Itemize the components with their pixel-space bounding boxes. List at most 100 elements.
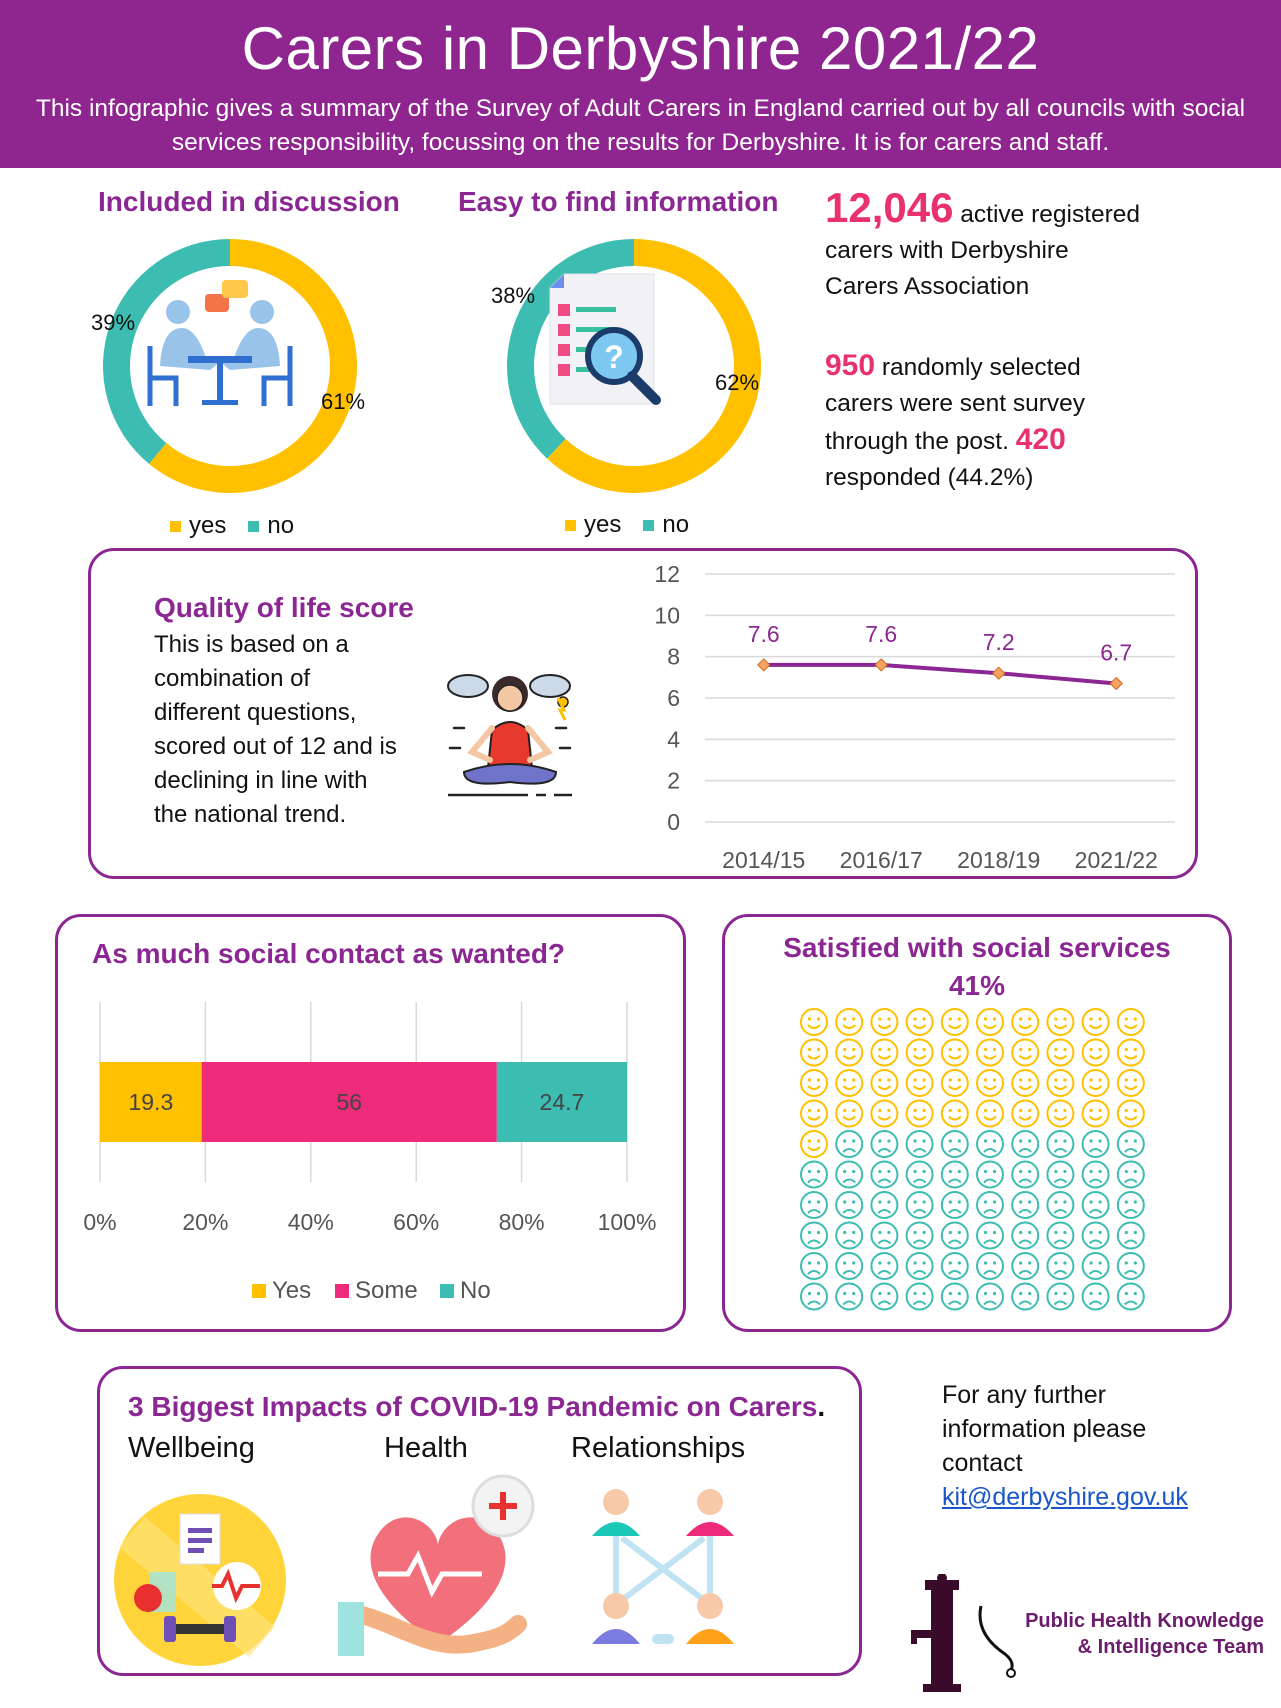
smiley-face-icon	[835, 1038, 864, 1067]
sad-face-icon	[1011, 1130, 1040, 1158]
team-logo-text: Public Health Knowledge & Intelligence T…	[1012, 1608, 1264, 1660]
quality-description-line: the national trend.	[154, 801, 347, 828]
smiley-face-icon	[835, 1008, 864, 1036]
smiley-face-icon	[870, 1099, 899, 1128]
sad-face-icon	[976, 1282, 1004, 1311]
quality-line-chart: 0 2 4 6 8 10 12 2014/15 2016/17 2018/19 2021/22 7.6…	[654, 561, 1175, 873]
sad-face-icon	[940, 1130, 969, 1158]
satisfied-percent: 41%	[948, 970, 1006, 1001]
x-tick-label: 2014/15	[722, 847, 805, 873]
quality-description-line: declining in line with	[154, 767, 368, 794]
sad-face-icon	[976, 1252, 1004, 1280]
pump-logo-icon	[911, 1574, 1016, 1692]
data-label: 7.6	[865, 621, 897, 647]
donut-data-label: 38%	[491, 283, 535, 308]
x-tick-label: 0%	[83, 1209, 116, 1235]
sad-face-icon	[835, 1160, 864, 1189]
donut-data-label: 61%	[321, 389, 365, 414]
sad-face-icon	[835, 1191, 864, 1219]
covid-title-text: 3 Biggest Impacts of COVID-19 Pandemic o…	[128, 1391, 818, 1422]
sad-face-icon	[800, 1282, 828, 1311]
data-point	[874, 658, 888, 672]
sad-face-icon	[1081, 1221, 1110, 1250]
smiley-face-icon	[800, 1008, 828, 1036]
data-label: 7.6	[748, 621, 780, 647]
page-title: Carers in Derbyshire 2021/22	[241, 15, 1040, 82]
responded-number: 420	[1015, 423, 1066, 456]
sent-text-3: through the post.	[825, 428, 1009, 455]
contact-line-2: information please	[942, 1415, 1147, 1443]
sad-face-icon	[1046, 1191, 1075, 1219]
sad-face-icon	[976, 1191, 1004, 1219]
smiley-face-icon	[905, 1038, 934, 1067]
quality-title: Quality of life score	[154, 592, 414, 623]
x-tick-label: 80%	[499, 1209, 545, 1235]
smiley-face-icon	[800, 1038, 828, 1067]
covid-title-period: .	[817, 1391, 826, 1422]
sad-face-icon	[1011, 1160, 1040, 1189]
contact-line-3: contact	[942, 1449, 1023, 1477]
smiley-face-icon	[800, 1069, 828, 1097]
y-tick-label: 6	[667, 685, 680, 711]
sad-face-icon	[940, 1191, 969, 1219]
contact-email-link[interactable]: kit@derbyshire.gov.uk	[942, 1483, 1188, 1511]
bar-data-label: 56	[336, 1089, 362, 1115]
smiley-face-icon	[1046, 1038, 1075, 1067]
smiley-face-icon	[1011, 1008, 1040, 1036]
smiley-face-icon	[1081, 1099, 1110, 1128]
header-banner: Carers in Derbyshire 2021/22 This infogr…	[0, 0, 1281, 168]
responded-text: responded (44.2%)	[825, 464, 1034, 491]
sad-face-icon	[800, 1191, 828, 1219]
legend-no-swatch	[643, 519, 655, 531]
smiley-face-icon	[1081, 1008, 1110, 1036]
sad-face-icon	[870, 1160, 899, 1189]
satisfied-title: Satisfied with social services	[783, 932, 1171, 963]
x-tick-label: 40%	[288, 1209, 334, 1235]
x-tick-label: 20%	[182, 1209, 228, 1235]
sad-face-icon	[1116, 1252, 1145, 1280]
data-point	[1109, 676, 1123, 691]
sad-face-icon	[1116, 1282, 1145, 1311]
sad-face-icon	[870, 1282, 899, 1311]
legend-label: Yes	[272, 1277, 311, 1304]
smiley-face-icon	[1046, 1099, 1075, 1128]
sad-face-icon	[1081, 1282, 1110, 1311]
smiley-face-icon	[1116, 1008, 1145, 1036]
sad-face-icon	[1046, 1282, 1075, 1311]
x-tick-label: 2021/22	[1075, 847, 1158, 873]
question-mark-icon: ?	[604, 339, 624, 375]
smiley-face-icon	[1011, 1099, 1040, 1128]
smiley-face-icon	[940, 1008, 969, 1036]
heart-health-icon	[338, 1474, 535, 1656]
carers-text-3: Carers Association	[825, 273, 1030, 300]
smiley-face-icon	[976, 1008, 1004, 1036]
legend-yes-label: yes	[584, 511, 622, 538]
sad-face-icon	[905, 1191, 934, 1219]
donut1-chart: 61% 39%	[91, 239, 365, 493]
donut-slice-yes	[149, 239, 357, 493]
sad-face-icon	[835, 1282, 864, 1311]
sad-face-icon	[870, 1252, 899, 1280]
contact-line-1: For any further	[942, 1381, 1106, 1409]
x-tick-label: 2016/17	[840, 847, 923, 873]
carers-stat: 12,046 active registered carers with Der…	[825, 187, 1265, 305]
smiley-face-icon	[1046, 1069, 1075, 1097]
y-tick-label: 2	[667, 768, 680, 794]
impact-relationships-label: Relationships	[571, 1432, 746, 1464]
quality-description-line: different questions,	[154, 699, 357, 726]
sad-face-icon	[940, 1282, 969, 1311]
legend-yes-swatch	[565, 519, 576, 531]
smiley-face-icon	[1116, 1099, 1145, 1128]
sad-face-icon	[940, 1221, 969, 1250]
smiley-face-icon	[940, 1038, 969, 1067]
series-line	[763, 662, 1117, 686]
legend-no-label: no	[662, 511, 690, 538]
smiley-face-icon	[870, 1069, 899, 1097]
legend-no-swatch	[248, 520, 260, 532]
sent-number: 950	[825, 349, 876, 382]
y-tick-label: 4	[667, 726, 680, 752]
carers-text-1: active registered	[960, 201, 1141, 228]
donut-data-label: 39%	[91, 310, 135, 335]
x-tick-label: 100%	[598, 1209, 657, 1235]
y-tick-label: 0	[667, 809, 680, 835]
